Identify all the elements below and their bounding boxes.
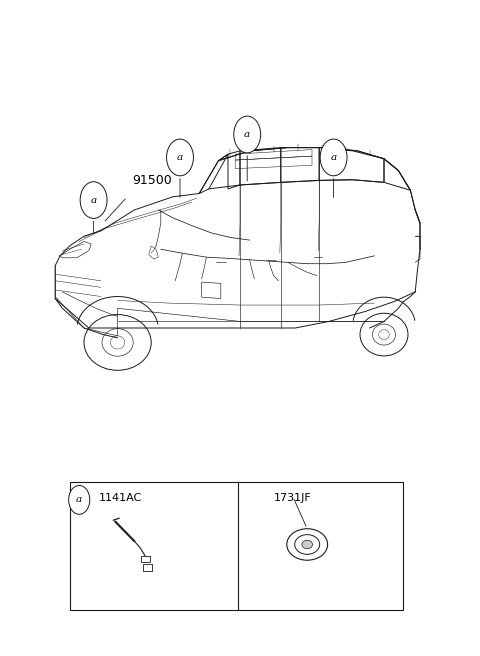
Text: a: a (76, 495, 82, 504)
Text: a: a (244, 130, 250, 139)
Circle shape (320, 139, 347, 176)
Text: a: a (177, 153, 183, 162)
Circle shape (69, 485, 90, 514)
FancyBboxPatch shape (70, 482, 403, 610)
Ellipse shape (302, 541, 312, 548)
Text: 91500: 91500 (132, 174, 172, 187)
Text: 1141AC: 1141AC (98, 493, 142, 503)
Text: a: a (91, 195, 96, 205)
Text: a: a (331, 153, 336, 162)
Circle shape (167, 139, 193, 176)
Circle shape (80, 182, 107, 218)
Circle shape (234, 116, 261, 153)
Text: 1731JF: 1731JF (274, 493, 312, 503)
